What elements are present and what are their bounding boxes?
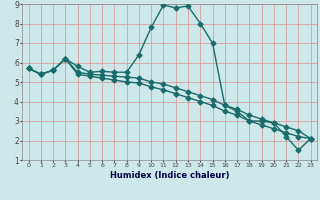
X-axis label: Humidex (Indice chaleur): Humidex (Indice chaleur) [110,171,229,180]
